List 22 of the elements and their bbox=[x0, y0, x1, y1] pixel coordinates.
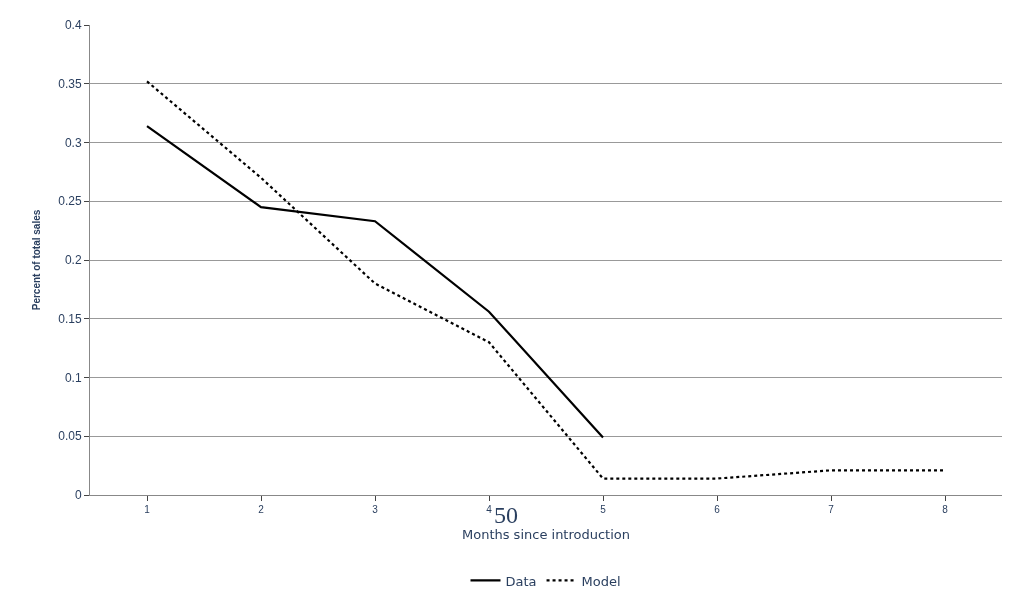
y-tick-label: 0.15 bbox=[58, 311, 82, 326]
x-tick-label: 8 bbox=[942, 504, 949, 515]
y-tick-label: 0.2 bbox=[64, 253, 82, 268]
y-tick-label: 0.1 bbox=[64, 370, 82, 385]
x-axis-title: Months since introduction bbox=[461, 526, 631, 542]
y-tick-label: 0.4 bbox=[64, 18, 82, 33]
text: 50 bbox=[494, 502, 518, 528]
y-tick-label: 0.05 bbox=[58, 429, 82, 444]
x-tick-label: 6 bbox=[714, 504, 721, 515]
y-tick-label: 0.35 bbox=[58, 76, 82, 91]
x-tick-label: 1 bbox=[144, 504, 151, 515]
y-tick-label: 0.25 bbox=[58, 194, 82, 209]
x-tick-label: 3 bbox=[372, 504, 379, 515]
legend-label: Model bbox=[581, 573, 621, 589]
y-tick-label: 0 bbox=[74, 488, 82, 503]
y-tick-label: 0.3 bbox=[64, 135, 82, 150]
legend-label: Data bbox=[505, 573, 537, 589]
x-tick-label: 4 bbox=[486, 504, 493, 515]
y-axis-title: Percent of total sales bbox=[31, 209, 43, 311]
x-tick-label: 5 bbox=[600, 504, 607, 515]
x-tick-label: 7 bbox=[828, 504, 835, 515]
x-tick-label: 2 bbox=[258, 504, 265, 515]
